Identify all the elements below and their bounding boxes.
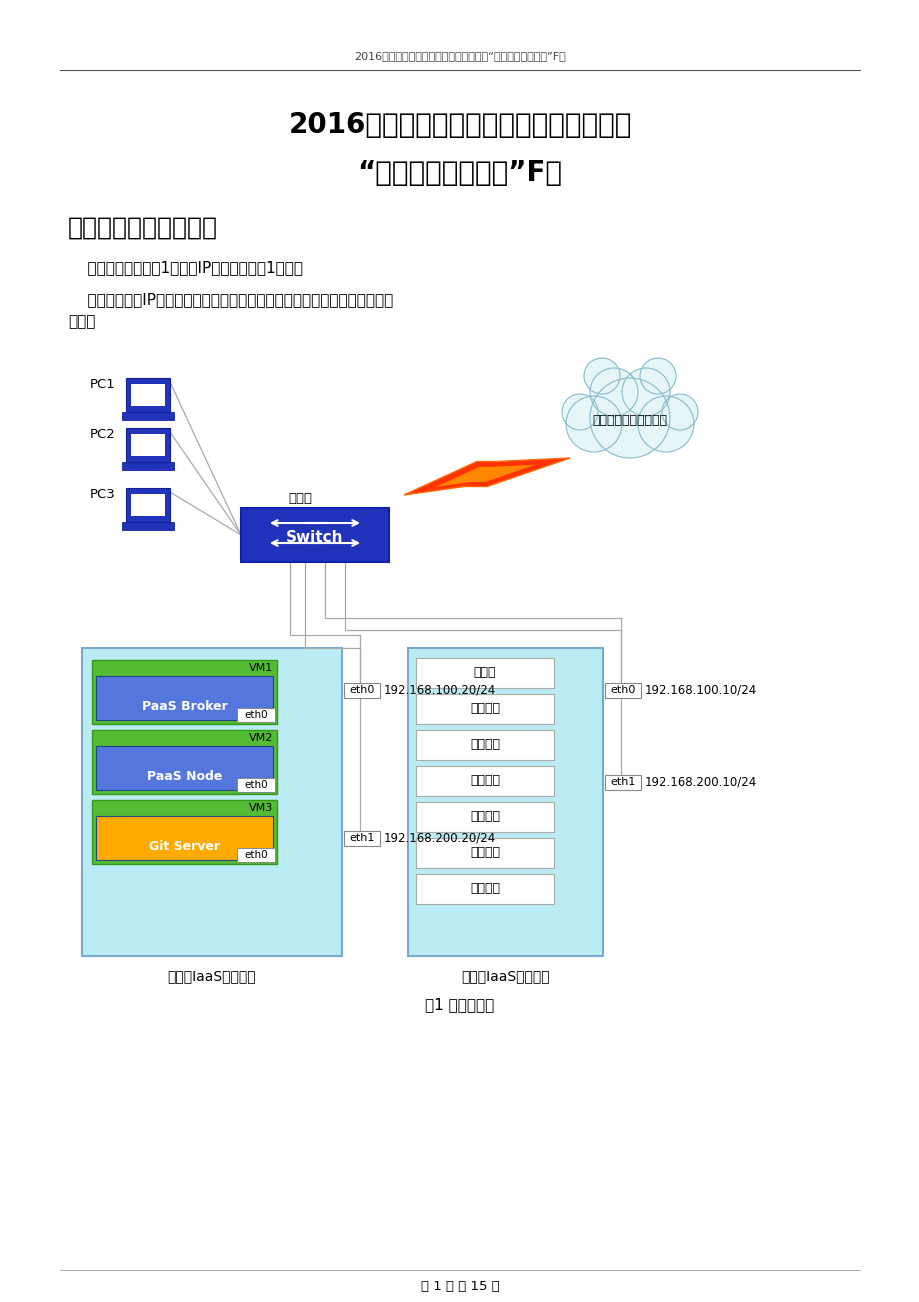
FancyBboxPatch shape bbox=[415, 874, 553, 904]
Text: eth0: eth0 bbox=[244, 710, 267, 720]
Text: PC1: PC1 bbox=[90, 378, 116, 391]
Text: 整合服务: 整合服务 bbox=[470, 883, 499, 896]
Circle shape bbox=[662, 395, 698, 430]
FancyBboxPatch shape bbox=[344, 831, 380, 845]
Text: 2016年全国职业院校技能大赛（高职组）: 2016年全国职业院校技能大赛（高职组） bbox=[288, 111, 631, 139]
Bar bbox=[126, 488, 170, 522]
FancyBboxPatch shape bbox=[344, 682, 380, 698]
Text: 第 1 页 共 15 页: 第 1 页 共 15 页 bbox=[420, 1280, 499, 1293]
FancyBboxPatch shape bbox=[415, 838, 553, 868]
Text: 消息服务: 消息服务 bbox=[470, 703, 499, 716]
Text: 192.168.200.20/24: 192.168.200.20/24 bbox=[383, 832, 495, 845]
Text: eth0: eth0 bbox=[609, 685, 635, 695]
Circle shape bbox=[584, 358, 619, 395]
FancyBboxPatch shape bbox=[237, 848, 275, 862]
FancyBboxPatch shape bbox=[605, 775, 641, 789]
Text: eth0: eth0 bbox=[349, 685, 374, 695]
FancyBboxPatch shape bbox=[415, 766, 553, 796]
FancyBboxPatch shape bbox=[237, 779, 275, 792]
Text: 正常。: 正常。 bbox=[68, 315, 96, 329]
Circle shape bbox=[621, 368, 669, 417]
Text: 交换机: 交换机 bbox=[288, 491, 312, 504]
Text: 192.168.100.10/24: 192.168.100.10/24 bbox=[644, 684, 756, 697]
Bar bbox=[126, 428, 170, 462]
FancyBboxPatch shape bbox=[96, 676, 273, 720]
Text: eth1: eth1 bbox=[609, 777, 635, 786]
FancyBboxPatch shape bbox=[415, 730, 553, 760]
FancyBboxPatch shape bbox=[96, 816, 273, 861]
Text: PaaS Broker: PaaS Broker bbox=[142, 699, 227, 712]
Bar bbox=[130, 493, 165, 516]
FancyBboxPatch shape bbox=[407, 648, 602, 956]
FancyBboxPatch shape bbox=[92, 660, 277, 724]
Text: 192.168.200.10/24: 192.168.200.10/24 bbox=[644, 776, 756, 789]
Text: eth1: eth1 bbox=[349, 833, 374, 842]
Text: PC2: PC2 bbox=[90, 427, 116, 440]
Text: “云计算技术与应用”F卷: “云计算技术与应用”F卷 bbox=[357, 159, 562, 187]
Bar bbox=[130, 434, 165, 456]
FancyBboxPatch shape bbox=[96, 746, 273, 790]
Text: VM3: VM3 bbox=[248, 803, 273, 812]
FancyBboxPatch shape bbox=[415, 658, 553, 687]
Bar bbox=[126, 378, 170, 411]
Text: 2016年全国职业院校技能大赛（高职组）“云计算技术与应用”F卷: 2016年全国职业院校技能大赛（高职组）“云计算技术与应用”F卷 bbox=[354, 51, 565, 61]
Text: VM1: VM1 bbox=[248, 663, 273, 673]
Bar bbox=[122, 411, 174, 421]
FancyBboxPatch shape bbox=[92, 799, 277, 865]
FancyBboxPatch shape bbox=[92, 730, 277, 794]
Text: Git Server: Git Server bbox=[149, 840, 220, 853]
Text: VM2: VM2 bbox=[248, 733, 273, 743]
Text: Switch: Switch bbox=[286, 530, 344, 544]
Bar bbox=[122, 462, 174, 470]
Bar bbox=[130, 384, 165, 406]
Text: 根据架构图及IP地址规划表，检查硬件连线及网络设备配置，确保网络连接: 根据架构图及IP地址规划表，检查硬件连线及网络设备配置，确保网络连接 bbox=[68, 293, 392, 307]
Bar bbox=[122, 522, 174, 530]
Circle shape bbox=[637, 396, 693, 452]
FancyBboxPatch shape bbox=[415, 802, 553, 832]
FancyBboxPatch shape bbox=[237, 708, 275, 723]
Text: 数据库: 数据库 bbox=[473, 667, 495, 680]
FancyBboxPatch shape bbox=[415, 694, 553, 724]
Text: 竞赛系统＋云存储服务: 竞赛系统＋云存储服务 bbox=[592, 414, 667, 427]
Circle shape bbox=[640, 358, 675, 395]
Text: 存储服务: 存储服务 bbox=[470, 846, 499, 859]
Text: 认证服务: 认证服务 bbox=[470, 738, 499, 751]
Text: 镜像服务: 镜像服务 bbox=[470, 775, 499, 788]
Circle shape bbox=[565, 396, 621, 452]
Text: 云计算IaaS控制节点: 云计算IaaS控制节点 bbox=[460, 969, 550, 983]
Circle shape bbox=[562, 395, 597, 430]
Text: 第一部分：云平台架构: 第一部分：云平台架构 bbox=[68, 216, 218, 240]
Text: 192.168.100.20/24: 192.168.100.20/24 bbox=[383, 684, 495, 697]
Text: 图1 系统架构图: 图1 系统架构图 bbox=[425, 997, 494, 1013]
Text: eth0: eth0 bbox=[244, 850, 267, 861]
FancyBboxPatch shape bbox=[82, 648, 342, 956]
Text: PC3: PC3 bbox=[90, 487, 116, 500]
Polygon shape bbox=[403, 458, 570, 495]
Circle shape bbox=[589, 378, 669, 458]
Text: 云计算IaaS计算节点: 云计算IaaS计算节点 bbox=[167, 969, 256, 983]
Text: eth0: eth0 bbox=[244, 780, 267, 790]
Text: 网络服务: 网络服务 bbox=[470, 811, 499, 823]
Polygon shape bbox=[436, 465, 535, 487]
FancyBboxPatch shape bbox=[605, 682, 641, 698]
Text: 赛项系统架构如图1所示，IP地址规划如表1所示。: 赛项系统架构如图1所示，IP地址规划如表1所示。 bbox=[68, 260, 302, 276]
Text: PaaS Node: PaaS Node bbox=[147, 769, 222, 783]
FancyBboxPatch shape bbox=[241, 508, 389, 562]
Circle shape bbox=[589, 368, 637, 417]
